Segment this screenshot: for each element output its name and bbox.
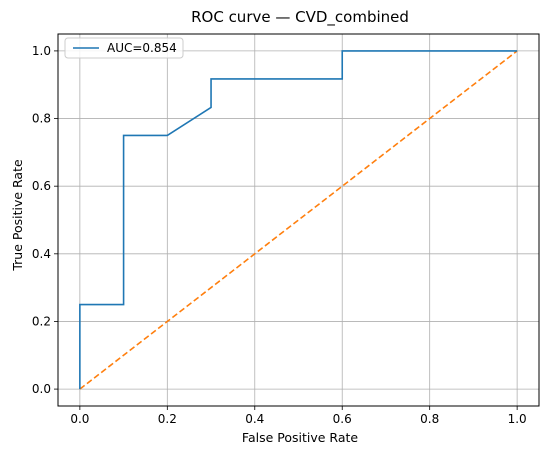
legend-label: AUC=0.854 — [107, 41, 177, 55]
y-tick-label: 0.4 — [32, 247, 51, 261]
y-tick-label: 0.8 — [32, 112, 51, 126]
x-axis-ticks: 0.0 0.2 0.4 0.6 0.8 1.0 — [70, 406, 527, 426]
x-tick-label: 0.2 — [158, 412, 177, 426]
x-axis-label: False Positive Rate — [242, 430, 358, 445]
x-tick-label: 0.6 — [333, 412, 352, 426]
legend-box — [64, 37, 184, 59]
x-tick-label: 0.0 — [70, 412, 89, 426]
x-tick-label: 0.8 — [420, 412, 439, 426]
y-tick-label: 0.2 — [32, 314, 51, 328]
chance-diagonal-line — [79, 50, 518, 390]
y-axis-label: True Positive Rate — [10, 159, 25, 272]
roc-curve-line — [79, 50, 518, 390]
y-tick-label: 0.6 — [32, 179, 51, 193]
y-tick-label: 0.0 — [32, 382, 51, 396]
y-tick-label: 1.0 — [32, 44, 51, 58]
series-layer — [79, 50, 518, 390]
x-tick-label: 1.0 — [508, 412, 527, 426]
plot-frame — [57, 33, 540, 407]
legend: AUC=0.854 — [64, 37, 184, 59]
y-axis-ticks: 0.0 0.2 0.4 0.6 0.8 1.0 — [32, 44, 58, 396]
chart-title: ROC curve — CVD_combined — [191, 8, 409, 27]
x-tick-label: 0.4 — [245, 412, 264, 426]
